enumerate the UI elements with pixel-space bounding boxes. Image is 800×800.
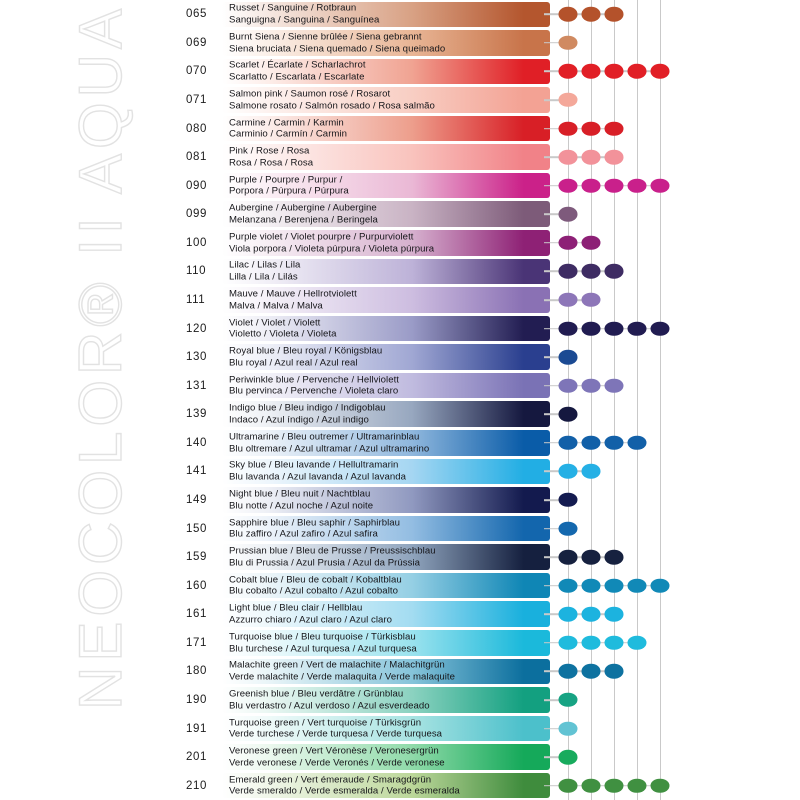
color-row[interactable]: 081 Pink / Rose / Rosa Rosa / Rosa / Rosa [0,143,800,172]
color-row[interactable]: 111 Mauve / Mauve / Hellrotviolett Malva /… [0,286,800,315]
color-code: 171 [186,636,207,649]
color-row[interactable]: 065 Russet / Sanguine / Rotbraun Sanguigna… [0,0,800,29]
color-swatch-gradient [222,115,550,142]
color-swatch-gradient [222,287,550,313]
color-swatch-gradient [222,572,550,599]
color-swatch-gradient [222,544,550,570]
color-code: 159 [186,551,207,564]
color-swatch-gradient [222,87,550,113]
color-code: 110 [186,265,207,278]
color-code: 141 [186,465,207,478]
color-swatch-gradient [222,372,550,399]
color-code: 139 [186,408,207,421]
color-code: 090 [186,179,207,192]
color-row[interactable]: 139 Indigo blue / Bleu indigo / Indigobla… [0,400,800,429]
color-code: 130 [186,351,207,364]
color-swatch-gradient [222,715,550,742]
color-swatch-gradient [222,230,550,256]
color-row[interactable]: 210 Emerald green / Vert émeraude / Smara… [0,771,800,800]
color-row[interactable]: 110 Lilac / Lilas / Lila Lilla / Lila / Li… [0,257,800,286]
color-swatch-gradient [222,172,550,199]
color-row[interactable]: 099 Aubergine / Aubergine / Aubergine Mela… [0,200,800,229]
color-swatch-gradient [222,30,550,56]
color-code: 069 [186,36,207,49]
color-row[interactable]: 120 Violet / Violet / Violett Violetto / V… [0,314,800,343]
color-row[interactable]: 080 Carmine / Carmin / Karmin Carminio / C… [0,114,800,143]
color-row[interactable]: 090 Purple / Pourpre / Purpur / Porpora / … [0,171,800,200]
color-swatch-gradient [222,344,550,370]
color-row[interactable]: 201 Veronese green / Vert Véronèse / Vero… [0,743,800,772]
color-row[interactable]: 141 Sky blue / Bleu lavande / Hellultrama… [0,457,800,486]
color-swatch-gradient [222,744,550,770]
color-row[interactable]: 190 Greenish blue / Bleu verdâtre / Grünb… [0,686,800,715]
color-swatch-gradient [222,401,550,428]
color-code: 180 [186,665,207,678]
color-swatch-gradient [222,430,550,456]
color-row[interactable]: 159 Prussian blue / Bleu de Prusse / Preu… [0,543,800,572]
color-row[interactable]: 160 Cobalt blue / Bleu de cobalt / Kobalt… [0,571,800,600]
color-row[interactable]: 131 Periwinkle blue / Pervenche / Hellvio… [0,371,800,400]
color-row[interactable]: 069 Burnt Siena / Sienne brûlée / Siena g… [0,29,800,58]
color-swatch-gradient [222,201,550,228]
color-swatch-gradient [222,601,550,628]
color-code: 161 [186,608,207,621]
color-swatch-gradient [222,258,550,285]
color-swatch-gradient [222,772,550,799]
color-code: 201 [186,751,207,764]
color-row[interactable]: 180 Malachite green / Vert de malachite /… [0,657,800,686]
color-row[interactable]: 171 Turquoise blue / Bleu turquoise / Tür… [0,629,800,658]
color-swatch-gradient [222,315,550,342]
color-swatch-gradient [222,630,550,656]
color-code: 210 [186,779,207,792]
color-row[interactable]: 071 Salmon pink / Saumon rosé / Rosarot Sa… [0,86,800,115]
color-code: 160 [186,579,207,592]
color-row[interactable]: 191 Turquoise green / Vert turquoise / Tü… [0,714,800,743]
color-row[interactable]: 070 Scarlet / Écarlate / Scharlachrot Scar… [0,57,800,86]
color-code: 100 [186,236,207,249]
color-swatch-gradient [222,658,550,685]
color-row[interactable]: 150 Sapphire blue / Bleu saphir / Saphirb… [0,514,800,543]
color-row[interactable]: 161 Light blue / Bleu clair / Hellblau Azz… [0,600,800,629]
color-code: 070 [186,65,207,78]
color-row[interactable]: 100 Purple violet / Violet pourpre / Purp… [0,229,800,258]
color-code: 191 [186,722,207,735]
color-code: 149 [186,493,207,506]
color-swatch-gradient [222,515,550,542]
color-row[interactable]: 130 Royal blue / Bleu royal / Königsblau B… [0,343,800,372]
color-row[interactable]: 149 Night blue / Bleu nuit / Nachtblau Blu… [0,486,800,515]
color-code: 065 [186,8,207,21]
color-code: 131 [186,379,207,392]
color-code: 071 [186,93,207,106]
color-code: 080 [186,122,207,135]
color-code: 120 [186,322,207,335]
color-swatch-gradient [222,58,550,85]
color-code: 150 [186,522,207,535]
color-code: 190 [186,693,207,706]
color-swatch-gradient [222,458,550,485]
color-swatch-gradient [222,687,550,713]
color-code: 099 [186,208,207,221]
color-code: 081 [186,151,207,164]
color-swatch-gradient [222,144,550,170]
color-code: 140 [186,436,207,449]
color-row[interactable]: 140 Ultramarine / Bleu outremer / Ultrama… [0,429,800,458]
color-swatch-gradient [222,487,550,513]
color-code: 111 [186,293,206,306]
color-swatch-gradient [222,1,550,28]
